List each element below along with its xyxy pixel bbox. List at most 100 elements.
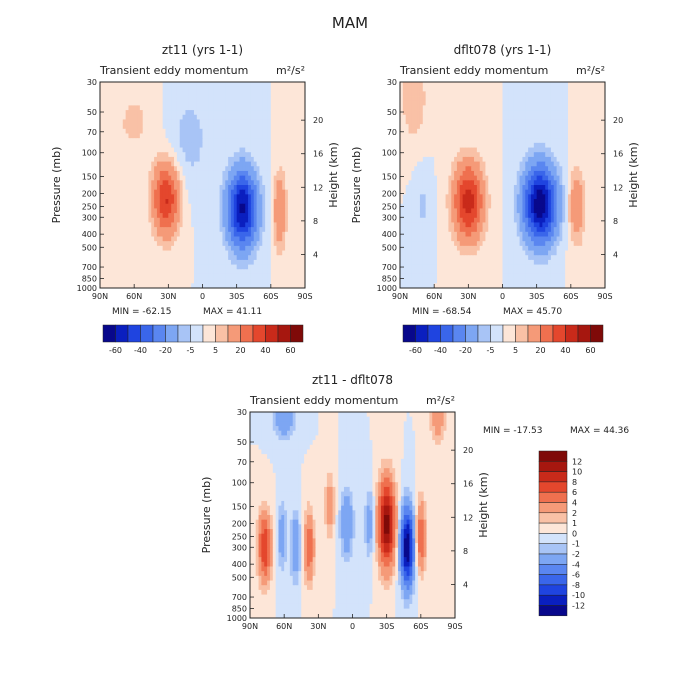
heatmap-cell <box>182 96 186 102</box>
heatmap-cell <box>285 231 289 237</box>
heatmap-cell <box>148 269 152 275</box>
heatmap-cell <box>142 142 146 148</box>
heatmap-cell <box>448 105 452 111</box>
heatmap-cell <box>550 180 555 186</box>
heatmap-cell <box>188 119 192 125</box>
heatmap-cell <box>419 147 424 153</box>
heatmap-cell <box>273 259 277 265</box>
heatmap-cell <box>185 245 189 251</box>
heatmap-cell <box>125 255 129 261</box>
heatmap-cell <box>213 105 218 111</box>
heatmap-cell <box>114 269 118 275</box>
heatmap-cell <box>236 194 240 200</box>
heatmap-cell <box>122 82 127 88</box>
heatmap-cell <box>185 114 189 120</box>
heatmap-cell <box>262 180 266 186</box>
heatmap-cell <box>442 147 446 153</box>
heatmap-cell <box>576 100 580 106</box>
heatmap-cell <box>282 124 286 130</box>
heatmap-cell <box>559 147 563 153</box>
heatmap-cell <box>285 91 289 97</box>
heatmap-cell <box>290 250 295 256</box>
heatmap-cell <box>279 189 283 195</box>
heatmap-cell <box>142 166 146 172</box>
heatmap-cell <box>119 100 124 106</box>
heatmap-cell <box>428 152 432 158</box>
heatmap-cell <box>122 189 127 195</box>
heatmap-cell <box>411 128 415 134</box>
heatmap-cell <box>513 124 518 130</box>
heatmap-cell <box>248 185 252 191</box>
heatmap-cell <box>491 100 495 106</box>
heatmap-cell <box>508 194 512 200</box>
heatmap-cell <box>239 241 243 247</box>
heatmap-cell <box>188 236 192 242</box>
heatmap-cell <box>459 110 464 116</box>
heatmap-cell <box>119 124 124 130</box>
heatmap-cell <box>162 100 166 106</box>
heatmap-cell <box>593 156 597 162</box>
heatmap-cell <box>462 100 466 106</box>
heatmap-cell <box>548 96 552 102</box>
heatmap-cell <box>296 217 300 223</box>
heatmap-cell <box>111 259 115 265</box>
heatmap-cell <box>248 138 252 144</box>
heatmap-cell <box>213 264 218 270</box>
heatmap-cell <box>559 119 563 125</box>
heatmap-cell <box>216 133 220 139</box>
heatmap-cell <box>299 152 303 158</box>
heatmap-cell <box>188 278 192 284</box>
heatmap-cell <box>559 161 563 167</box>
heatmap-cell <box>576 170 580 177</box>
heatmap-cell <box>559 96 563 102</box>
heatmap-cell <box>128 110 132 116</box>
heatmap-cell <box>508 170 512 177</box>
heatmap-cell <box>196 110 201 116</box>
heatmap-cell <box>422 86 427 92</box>
heatmap-cell <box>193 138 198 144</box>
heatmap-cell <box>176 269 181 275</box>
heatmap-cell <box>593 86 597 92</box>
heatmap-cell <box>154 208 158 214</box>
heatmap-cell <box>302 166 306 172</box>
heatmap-cell <box>422 189 427 195</box>
heatmap-cell <box>185 231 189 237</box>
heatmap-cell <box>102 259 107 265</box>
heatmap-cell <box>282 194 286 200</box>
heatmap-cell <box>445 185 449 191</box>
heatmap-cell <box>522 185 526 191</box>
heatmap-cell <box>590 170 595 177</box>
heatmap-cell <box>182 189 186 195</box>
heatmap-cell <box>462 110 466 116</box>
heatmap-cell <box>262 189 266 195</box>
heatmap-cell <box>216 110 220 116</box>
heatmap-cell <box>282 217 286 223</box>
heatmap-cell <box>525 133 529 139</box>
heatmap-cell <box>299 259 303 265</box>
heatmap-cell <box>265 236 269 242</box>
heatmap-cell <box>114 231 118 237</box>
heatmap-cell <box>593 142 597 148</box>
heatmap-cell <box>165 273 169 280</box>
heatmap-cell <box>559 189 563 195</box>
heatmap-cell <box>428 161 432 167</box>
heatmap-cell <box>125 199 129 205</box>
heatmap-cell <box>250 138 255 144</box>
heatmap-cell <box>108 189 112 195</box>
heatmap-cell <box>156 231 161 237</box>
heatmap-cell <box>168 138 172 144</box>
heatmap-cell <box>165 269 169 275</box>
heatmap-cell <box>425 96 429 102</box>
heatmap-cell <box>119 180 124 186</box>
heatmap-cell <box>165 166 169 172</box>
heatmap-cell <box>482 147 486 153</box>
heatmap-cell <box>530 170 535 177</box>
heatmap-cell <box>587 170 592 177</box>
heatmap-cell <box>179 199 183 205</box>
heatmap-cell <box>142 278 146 284</box>
heatmap-cell <box>445 152 449 158</box>
heatmap-cell <box>102 119 107 125</box>
heatmap-cell <box>111 156 115 162</box>
heatmap-cell <box>176 255 181 261</box>
heatmap-cell <box>182 152 186 158</box>
